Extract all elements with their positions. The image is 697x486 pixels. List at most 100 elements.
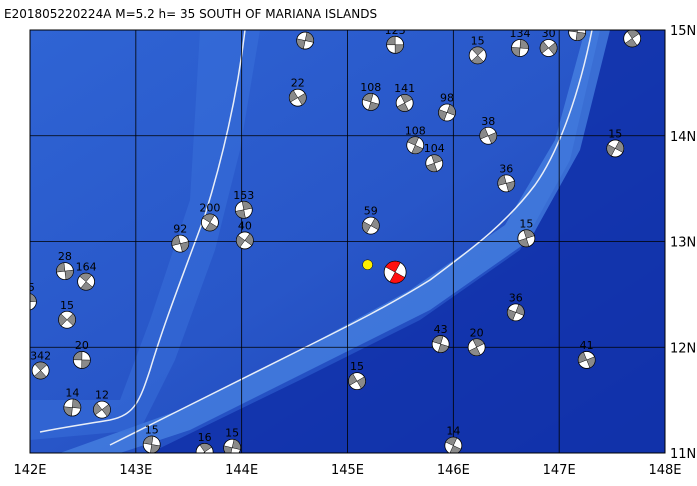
lat-label: 12N <box>670 341 696 356</box>
depth-label: 41 <box>580 339 594 352</box>
beachball-quadrant <box>523 229 535 239</box>
beachball-quadrant <box>348 373 358 386</box>
focal-mechanism <box>361 93 380 111</box>
beachball-quadrant <box>437 343 450 353</box>
focal-mechanism <box>383 260 407 284</box>
depth-label: 20 <box>75 339 89 352</box>
focal-mechanism <box>517 229 536 248</box>
beachball-quadrant <box>449 445 462 453</box>
beachball-quadrant <box>396 102 409 112</box>
depth-label: 342 <box>30 350 51 363</box>
map-title: E201805220224A M=5.2 h= 35 SOUTH OF MARI… <box>4 7 377 21</box>
depth-label: 164 <box>76 261 97 274</box>
beachball-quadrant <box>79 272 92 283</box>
depth-label: 12 <box>95 389 109 402</box>
focal-mechanism <box>468 46 487 65</box>
depth-label: 15 <box>519 217 533 230</box>
depth-label: 141 <box>394 82 415 95</box>
focal-mechanism <box>19 293 37 311</box>
beachball-quadrant <box>575 31 586 41</box>
focal-mechanism <box>348 372 366 390</box>
beachball-quadrant <box>505 180 515 192</box>
focal-mechanism <box>568 30 587 42</box>
focal-mechanism <box>234 200 253 219</box>
beachball-quadrant <box>624 38 638 48</box>
focal-mechanism <box>361 216 380 235</box>
focal-mechanism <box>31 361 50 380</box>
focal-mechanism <box>444 436 463 453</box>
depth-label: 59 <box>364 205 378 218</box>
beachball-quadrant <box>66 313 76 327</box>
beachball-quadrant <box>34 361 48 371</box>
depth-label: 15 <box>21 281 35 294</box>
beachball-quadrant <box>236 235 246 248</box>
beachball-quadrant <box>362 221 372 234</box>
lon-label: 148E <box>648 463 681 478</box>
focal-mechanism <box>77 272 95 291</box>
beachball-quadrant <box>30 293 37 302</box>
depth-label: 15 <box>471 34 485 47</box>
beachball-quadrant <box>81 359 91 369</box>
depth-label: 14 <box>446 425 460 438</box>
beachball-quadrant <box>487 132 497 144</box>
depth-label: 38 <box>481 115 495 128</box>
focal-mechanism <box>58 310 76 329</box>
focal-mechanism <box>201 213 219 232</box>
beachball-quadrant <box>362 93 374 103</box>
focal-mechanism <box>431 335 450 353</box>
beachball-quadrant <box>468 346 481 356</box>
focal-mechanism <box>386 35 405 54</box>
focal-mechanism <box>223 438 242 453</box>
epicenter <box>362 259 373 271</box>
depth-label: 92 <box>173 223 187 236</box>
depth-label: 134 <box>510 27 531 40</box>
beachball-quadrant <box>445 436 458 446</box>
beachball-quadrant <box>93 402 103 416</box>
focal-mechanism <box>511 39 529 57</box>
lon-label: 145E <box>331 463 364 478</box>
depth-label: 15 <box>145 424 159 437</box>
lat-label: 15N <box>670 24 696 39</box>
depth-label: 15 <box>608 127 622 140</box>
beachball-quadrant <box>199 443 213 453</box>
beachball-quadrant <box>205 222 218 232</box>
beachball-quadrant <box>202 213 215 223</box>
lon-label: 144E <box>225 463 258 478</box>
beachball-quadrant <box>411 144 424 154</box>
beachball-quadrant <box>356 376 366 389</box>
lat-label: 13N <box>670 236 696 251</box>
lon-label: 143E <box>119 463 152 478</box>
depth-label: 22 <box>291 77 305 90</box>
beachball-quadrant <box>586 356 596 369</box>
focal-mechanism <box>479 126 498 145</box>
beachball-quadrant <box>479 127 489 140</box>
lon-label: 147E <box>543 463 576 478</box>
beachball-quadrant <box>548 42 558 55</box>
depth-label: 36 <box>509 291 523 304</box>
depth-label: 43 <box>434 323 448 336</box>
beachball-quadrant <box>614 140 625 153</box>
beachball-quadrant <box>231 439 241 450</box>
depth-label: 123 <box>385 24 406 37</box>
depth-label: 98 <box>440 91 454 104</box>
map-frame <box>29 29 666 454</box>
focal-mechanism <box>72 351 91 369</box>
focal-mechanism <box>93 400 111 419</box>
depth-label: 20 <box>470 326 484 339</box>
depth-label: 108 <box>360 81 381 94</box>
beachball-quadrant <box>72 398 82 409</box>
beachball-quadrant <box>33 370 47 380</box>
beachball-quadrant <box>472 338 485 348</box>
beachball-quadrant <box>19 302 28 310</box>
beachball-quadrant <box>296 38 306 50</box>
focal-mechanism <box>296 31 315 50</box>
map-background: 123 15 134 30 17 15 19 22 108 141 98 38 108 104 15 36 20… <box>19 11 665 453</box>
depth-label: 36 <box>499 162 513 175</box>
depth-label: 30 <box>542 27 556 40</box>
focal-mechanism <box>56 262 74 281</box>
depth-label: 17 <box>570 11 584 24</box>
lon-label: 146E <box>437 463 470 478</box>
beachball-quadrant <box>370 217 380 231</box>
beachball-quadrant <box>606 144 616 157</box>
focal-mechanism <box>288 88 307 107</box>
